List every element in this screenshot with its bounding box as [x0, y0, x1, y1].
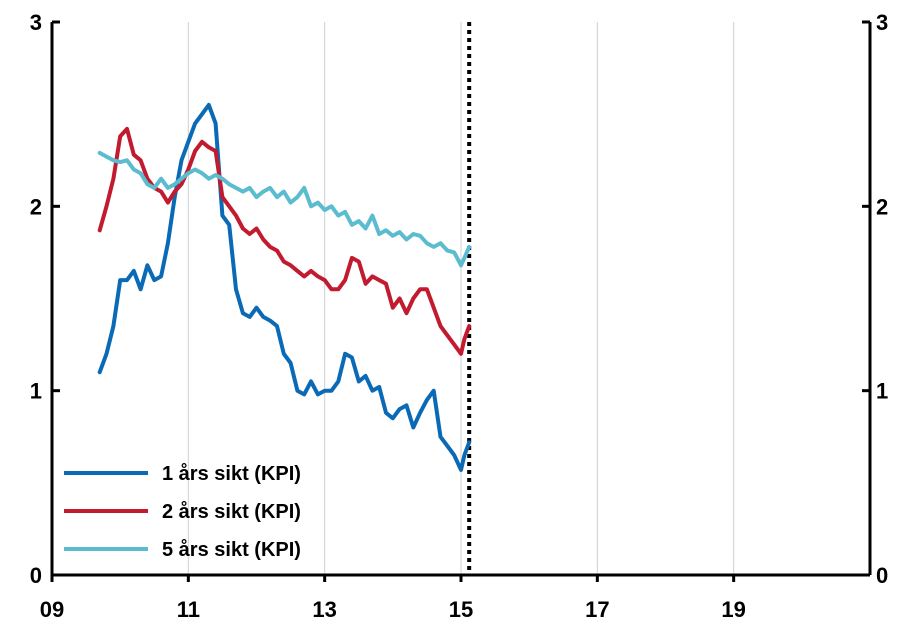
left-y-tick-label: 1 [30, 379, 42, 404]
x-tick-label: 19 [721, 597, 745, 622]
legend-label-1: 1 års sikt (KPI) [162, 462, 301, 485]
x-tick-label: 11 [177, 597, 200, 622]
legend-label-3: 5 års sikt (KPI) [162, 538, 301, 561]
x-tick-label: 15 [449, 597, 473, 622]
x-tick-label: 09 [40, 597, 64, 622]
labels-layer: 0 01 12 23 309 11 13 15 17 19 [30, 10, 889, 622]
right-y-tick-label: 2 [876, 194, 888, 219]
left-y-tick-label: 3 [30, 10, 42, 35]
series-line-3 [97, 150, 472, 268]
left-y-tick-label: 2 [30, 194, 42, 219]
legend-layer: 1 års sikt (KPI) 2 års sikt (KPI) 5 års si… [64, 462, 301, 561]
legend-label-2: 2 års sikt (KPI) [162, 500, 301, 523]
right-y-tick-label: 1 [876, 379, 888, 404]
series-layer [97, 102, 472, 472]
grid-layer [187, 22, 735, 575]
axes-layer [50, 20, 872, 582]
series-line-2 [97, 126, 472, 356]
right-y-tick-label: 3 [876, 10, 888, 35]
x-tick-label: 13 [312, 597, 336, 622]
right-y-tick-label: 0 [876, 563, 888, 588]
left-y-tick-label: 0 [30, 563, 42, 588]
x-tick-label: 17 [585, 597, 609, 622]
series-line-1 [97, 102, 472, 472]
